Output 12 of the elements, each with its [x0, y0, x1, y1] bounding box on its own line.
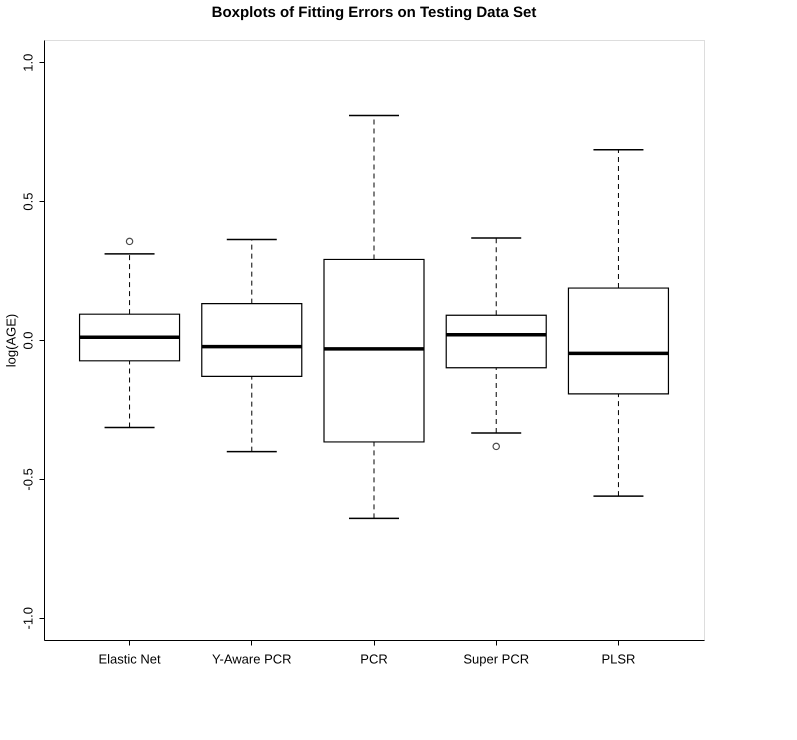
x-tick-label: Y-Aware PCR	[212, 652, 292, 666]
y-tick-label: 0.0	[20, 331, 36, 350]
chart-title: Boxplots of Fitting Errors on Testing Data Set	[212, 4, 536, 21]
x-tick-label: PLSR	[601, 652, 636, 666]
y-axis-title: log(AGE)	[4, 314, 18, 368]
y-tick-label: 0.5	[20, 192, 36, 211]
x-tick-label: Elastic Net	[98, 652, 162, 666]
y-tick-label: -1.0	[20, 607, 36, 630]
x-tick-label: PCR	[360, 652, 388, 666]
x-tick-label: Super PCR	[463, 652, 530, 666]
y-tick-label: 1.0	[20, 54, 36, 72]
y-tick-label: -0.5	[20, 468, 36, 491]
